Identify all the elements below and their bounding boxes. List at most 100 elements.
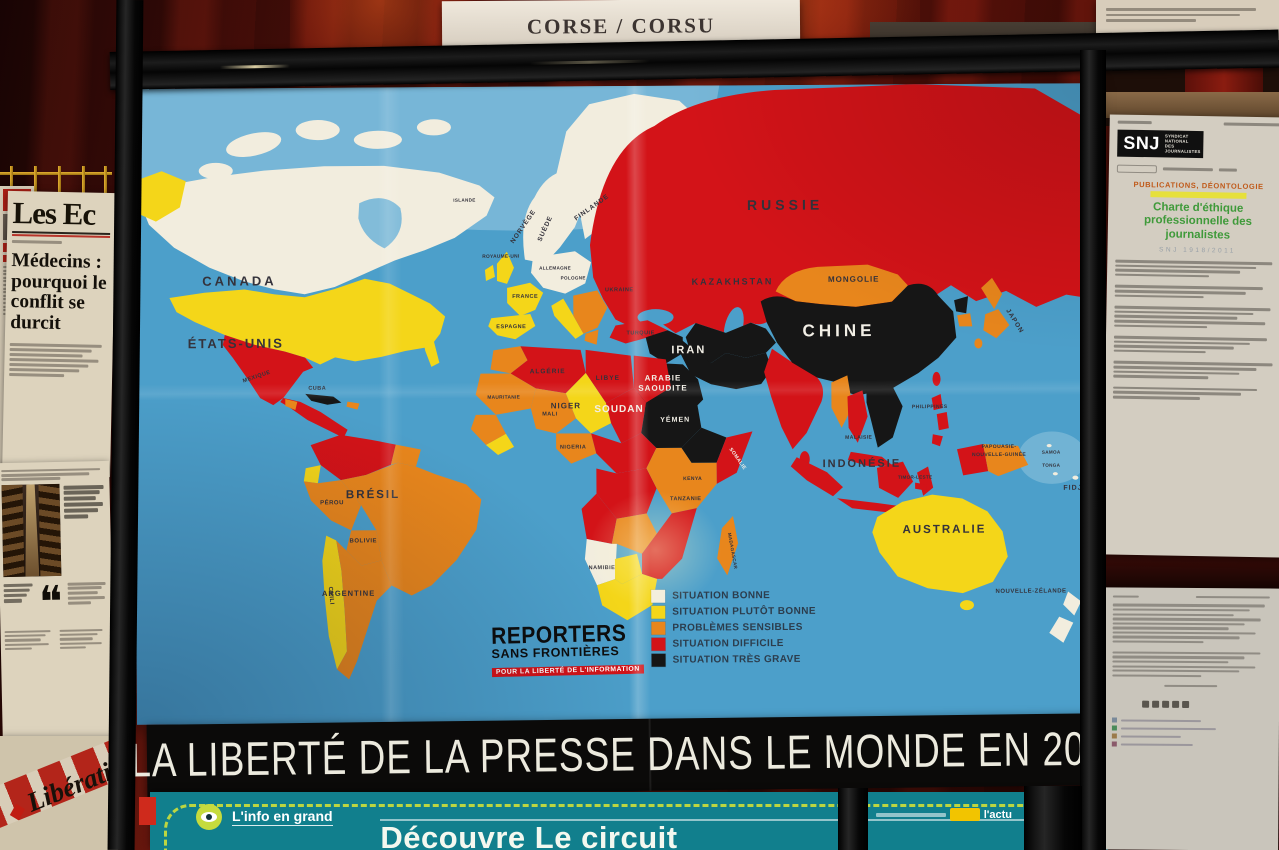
snj-highlighted-line [1150,190,1247,199]
snj-logo-text: SNJ [1123,132,1161,154]
svg-text:BOLIVIE: BOLIVIE [350,538,378,544]
magazine-logo-text: l'actu [983,808,1012,821]
svg-text:NIGER: NIGER [551,401,581,410]
eye-icon [196,804,222,830]
svg-text:KAZAKHSTAN: KAZAKHSTAN [692,276,774,287]
svg-text:ÉTATS-UNIS: ÉTATS-UNIS [188,336,284,352]
les-echos-headline: Médecins : pourquoi le conflit se durcit [10,249,107,335]
frame-glint [219,64,290,69]
bottom-left-newspaper: ❝ [0,460,115,750]
form-field [1116,164,1157,173]
poster-title-banner: LA LIBERTÉ DE LA PRESSE DANS LE MONDE EN… [130,713,1129,797]
svg-text:CHILI: CHILI [327,586,335,605]
legend-swatch-tres-grave [651,653,666,667]
svg-text:NIGERIA: NIGERIA [560,444,586,450]
svg-text:MALI: MALI [542,411,558,417]
snj-document-page2 [1101,587,1279,850]
region-east-asia [760,264,1010,395]
rsf-logo-line1: REPORTERS [490,620,627,650]
link-list-item [1111,741,1269,748]
map-legend: SITUATION BONNE SITUATION PLUTÔT BONNE P… [651,589,816,667]
svg-text:FRANCE: FRANCE [512,294,538,300]
legend-swatch-bonne [651,589,666,603]
rsf-logo-tagline: POUR LA LIBERTÉ DE L'INFORMATION [491,664,644,678]
svg-text:ARABIE: ARABIE [645,373,682,382]
svg-text:NOUVELLE-ZÉLANDE: NOUVELLE-ZÉLANDE [995,586,1066,594]
svg-text:CANADA: CANADA [202,273,277,288]
kids-poster-kicker: L'info en grand [232,808,333,826]
svg-text:FIDJI: FIDJI [1063,485,1085,492]
svg-text:LIBYE: LIBYE [596,375,620,382]
legend-item: SITUATION BONNE [651,589,816,603]
svg-text:PÉROU: PÉROU [320,498,344,506]
svg-text:PAPOUASIE-: PAPOUASIE- [982,444,1017,450]
legend-swatch-sensibles [651,621,666,635]
legend-item: SITUATION PLUTÔT BONNE [651,605,816,619]
publisher-tab [139,797,156,825]
svg-text:CUBA: CUBA [308,386,326,392]
social-icon [1142,701,1150,709]
svg-text:RUSSIE: RUSSIE [747,196,823,212]
svg-text:CHINE: CHINE [802,321,875,340]
pull-quote-glyph: ❝ [38,576,64,629]
corse-sign-text: CORSE / CORSU [526,13,716,39]
background-tan-strip [1100,92,1279,118]
les-echos-front-page: Les Ec Médecins : pourquoi le conflit se… [2,190,116,478]
svg-text:PHILIPPINES: PHILIPPINES [912,404,948,410]
link-list-item [1111,733,1269,740]
link-list-item [1111,725,1269,732]
svg-text:NAMIBIE: NAMIBIE [589,565,616,571]
snj-subtitle: SNJ 1918/2011 [1159,246,1236,255]
svg-text:YÉMEN: YÉMEN [660,415,690,424]
world-map: CANADAÉTATS-UNISMEXIQUECUBABRÉSILPÉROUBO… [133,83,1099,725]
les-echos-masthead: Les Ec [12,195,96,232]
frame-bottom-bar-2 [1024,786,1082,850]
social-icons-row [1142,701,1269,709]
svg-text:ROYAUME-UNI: ROYAUME-UNI [482,254,520,260]
svg-text:TURQUIE: TURQUIE [626,330,654,336]
link-list-item [1111,717,1269,724]
svg-text:ALLEMAGNE: ALLEMAGNE [539,265,571,270]
svg-text:ARGENTINE: ARGENTINE [322,589,375,598]
legend-item: SITUATION TRÈS GRAVE [651,653,817,667]
svg-text:BRÉSIL: BRÉSIL [346,488,400,501]
svg-text:NOUVELLE-GUINÉE: NOUVELLE-GUINÉE [972,450,1026,458]
frame-bottom-bar-1 [838,788,868,850]
svg-text:AUSTRALIE: AUSTRALIE [902,524,986,537]
liberation-corner: ◆ Libération [0,736,118,850]
social-icon [1152,701,1160,709]
snj-logo-side-text: SYNDICAT NATIONAL DES JOURNALISTES [1164,133,1201,155]
svg-text:UKRAINE: UKRAINE [605,287,634,293]
social-icon [1172,701,1180,709]
svg-text:SOUDAN: SOUDAN [594,404,643,415]
frame-right-bar [1080,50,1106,850]
svg-text:ESPAGNE: ESPAGNE [496,324,526,330]
press-freedom-map-poster: CANADA ÉTATS-UNIS MEXIQUE CUBA BRÉSIL PÉROU BO… [133,83,1099,725]
region-south-america [303,434,482,680]
snj-charter-document: SNJ SYNDICAT NATIONAL DES JOURNALISTES P… [1102,114,1279,558]
svg-text:MONGOLIE: MONGOLIE [828,275,880,284]
svg-text:ISLANDE: ISLANDE [453,198,475,203]
svg-text:MALAISIE: MALAISIE [845,435,872,441]
svg-text:SAOUDITE: SAOUDITE [638,383,687,392]
legend-swatch-plutot-bonne [651,605,666,619]
rsf-logo: REPORTERS SANS FRONTIÈRES POUR LA LIBERT… [490,620,644,680]
region-europe [484,171,611,345]
svg-text:MAURITANIE: MAURITANIE [487,395,520,401]
kids-poster-meta: l'actu [875,808,1012,821]
svg-text:TANZANIE: TANZANIE [670,496,701,502]
magazine-logo-badge [949,808,980,821]
legend-item: PROBLÈMES SENSIBLES [651,621,816,635]
kids-poster-title: Découvre Le circuit [380,820,678,850]
social-icon [1182,701,1190,709]
social-icon [1162,701,1170,709]
region-africa [470,346,753,621]
snj-logo: SNJ SYNDICAT NATIONAL DES JOURNALISTES [1117,129,1204,158]
snj-charter-title: Charte d'éthique professionnelle des jou… [1143,200,1253,242]
region-southeast-asia-oceania [790,375,1082,643]
svg-text:POLOGNE: POLOGNE [561,275,586,280]
svg-text:TIMOR-LESTE: TIMOR-LESTE [898,475,933,480]
kids-magazine-poster: L'info en grand Découvre Le circuit l'ac… [150,792,1108,850]
legend-item: SITUATION DIFFICILE [651,637,816,651]
